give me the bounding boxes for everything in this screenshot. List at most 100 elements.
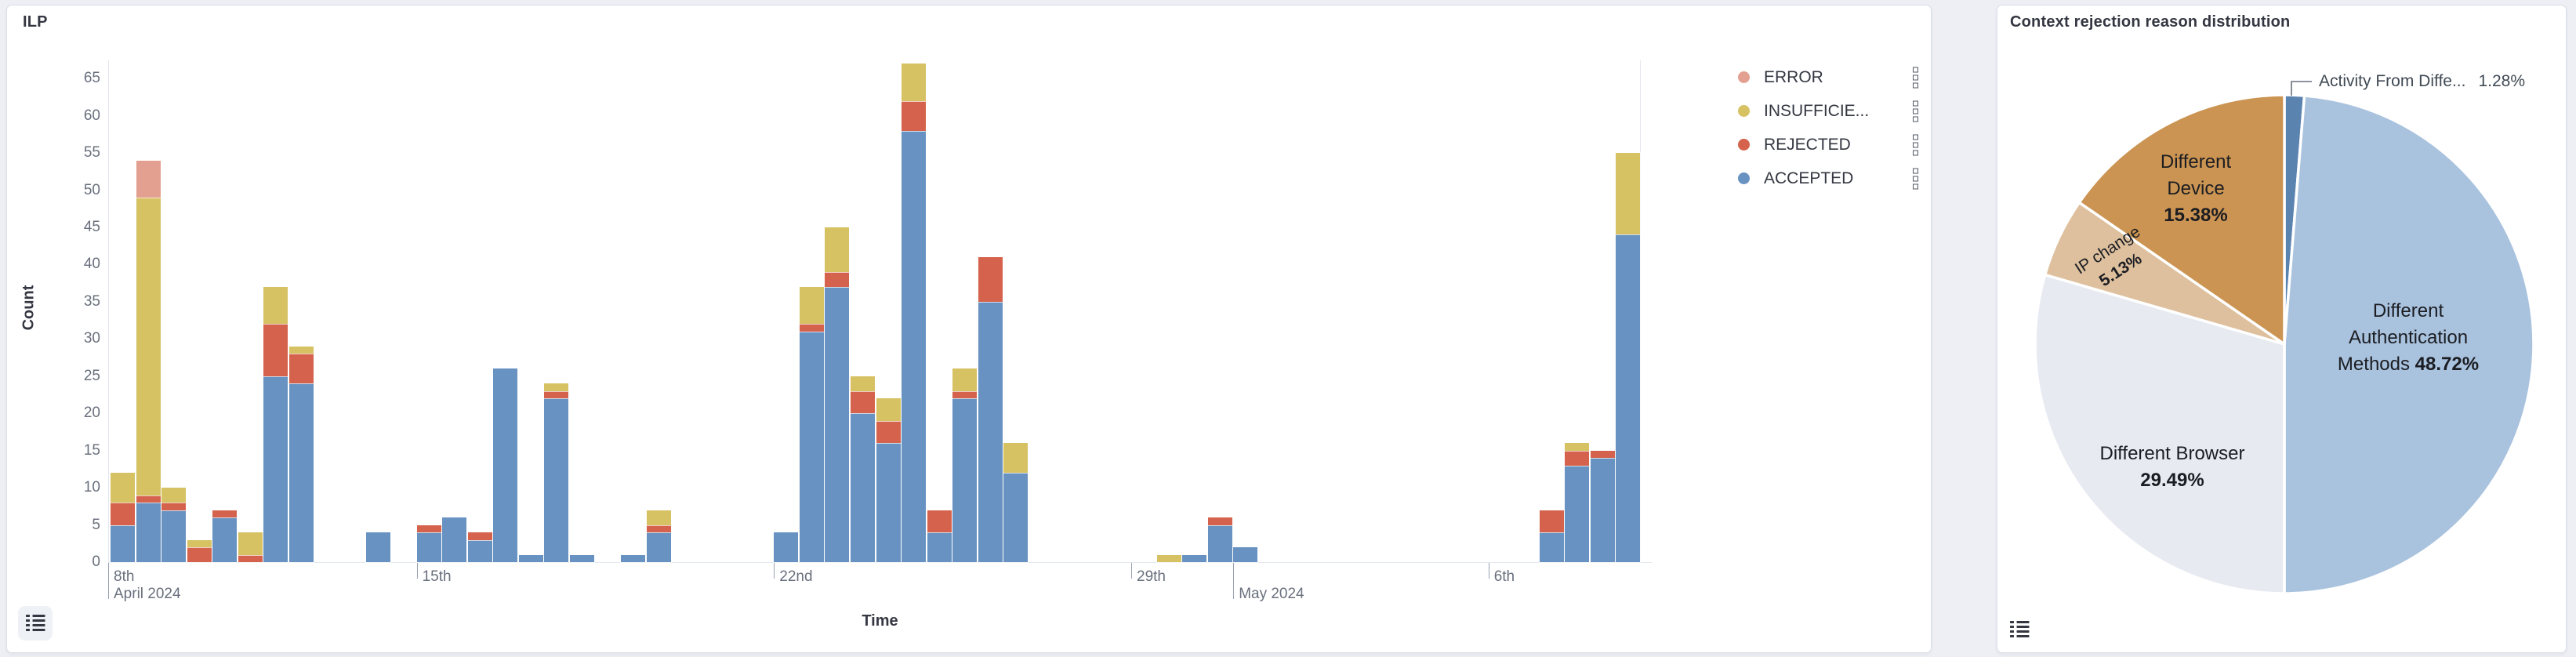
- legend-item-actions-button[interactable]: [1911, 132, 1920, 157]
- pie-slice-different-authentication-methods[interactable]: [2283, 94, 2535, 595]
- bar-segment-rejected[interactable]: [978, 256, 1003, 302]
- bar-segment-rejected[interactable]: [952, 390, 978, 399]
- legend-toggle-button[interactable]: [18, 606, 53, 641]
- bar-segment-insufficient[interactable]: [1003, 443, 1029, 474]
- bar-segment-rejected[interactable]: [1565, 450, 1590, 466]
- bar-segment-rejected[interactable]: [927, 510, 952, 533]
- bar-segment-rejected[interactable]: [544, 390, 569, 399]
- bar-segment-accepted[interactable]: [1182, 554, 1207, 562]
- bar-segment-insufficient[interactable]: [1156, 554, 1181, 562]
- pie-slice-different-browser[interactable]: [2034, 273, 2286, 595]
- x-tick-mark: [1233, 563, 1235, 599]
- bar-segment-accepted[interactable]: [927, 532, 952, 562]
- legend-item-insufficient[interactable]: INSUFFICIE...: [1732, 94, 1929, 128]
- legend-item-actions-button[interactable]: [1911, 166, 1920, 191]
- legend-item-actions-button[interactable]: [1911, 99, 1920, 123]
- bar-segment-accepted[interactable]: [1539, 532, 1564, 562]
- callout-slice-name: Activity From Diffe...: [2319, 72, 2466, 90]
- y-tick-label: 60: [83, 107, 100, 124]
- bar-segment-error[interactable]: [136, 160, 161, 198]
- y-tick-label: 55: [83, 144, 100, 162]
- bar-segment-rejected[interactable]: [288, 354, 314, 384]
- bar-segment-accepted[interactable]: [1207, 525, 1232, 562]
- bar-segment-accepted[interactable]: [825, 286, 850, 562]
- bar-segment-insufficient[interactable]: [825, 227, 850, 272]
- bar-segment-rejected[interactable]: [161, 503, 187, 510]
- bar-segment-accepted[interactable]: [544, 398, 569, 562]
- list-icon: [2009, 619, 2030, 641]
- bar-segment-accepted[interactable]: [136, 503, 161, 562]
- bar-segment-accepted[interactable]: [569, 554, 594, 562]
- bar-segment-accepted[interactable]: [111, 525, 135, 562]
- x-axis-title: Time: [862, 612, 898, 630]
- bar-segment-accepted[interactable]: [646, 532, 671, 562]
- pie-slice-different-device[interactable]: [2077, 93, 2286, 346]
- bar-segment-rejected[interactable]: [799, 324, 824, 332]
- bar-segment-insufficient[interactable]: [544, 383, 569, 391]
- bar-segment-insufficient[interactable]: [111, 473, 135, 503]
- bar-segment-rejected[interactable]: [136, 495, 161, 503]
- bar-segment-rejected[interactable]: [187, 547, 212, 562]
- bar-segment-rejected[interactable]: [263, 324, 288, 376]
- legend-item-error[interactable]: ERROR: [1732, 60, 1929, 94]
- bar-segment-insufficient[interactable]: [238, 532, 263, 555]
- bar-segment-rejected[interactable]: [238, 554, 263, 562]
- bar-segment-insufficient[interactable]: [161, 488, 187, 503]
- bar-segment-accepted[interactable]: [1590, 458, 1615, 562]
- bar-segment-accepted[interactable]: [416, 532, 441, 562]
- bar-segment-accepted[interactable]: [493, 368, 518, 562]
- bar-segment-accepted[interactable]: [774, 532, 799, 562]
- bar-segment-accepted[interactable]: [1233, 547, 1258, 562]
- bar-segment-rejected[interactable]: [876, 420, 901, 444]
- bar-segment-insufficient[interactable]: [646, 510, 671, 525]
- bar-segment-accepted[interactable]: [952, 398, 978, 562]
- bar-segment-insufficient[interactable]: [263, 286, 288, 325]
- bar-segment-accepted[interactable]: [263, 376, 288, 563]
- bar-segment-insufficient[interactable]: [952, 368, 978, 391]
- pie-chart: [2034, 81, 2535, 595]
- bar-segment-insufficient[interactable]: [902, 64, 926, 101]
- bar-segment-insufficient[interactable]: [850, 376, 875, 391]
- bar-segment-rejected[interactable]: [646, 525, 671, 532]
- bar-segment-rejected[interactable]: [850, 390, 875, 414]
- bar-segment-accepted[interactable]: [978, 301, 1003, 562]
- legend-item-rejected[interactable]: REJECTED: [1732, 128, 1929, 162]
- bar-segment-accepted[interactable]: [1565, 465, 1590, 562]
- y-tick-label: 5: [92, 516, 100, 533]
- bar-segment-insufficient[interactable]: [187, 539, 212, 547]
- bar-segment-insufficient[interactable]: [799, 286, 824, 325]
- dots-icon: [1913, 176, 1918, 181]
- legend-toggle-button[interactable]: [2004, 614, 2035, 645]
- bar-segment-rejected[interactable]: [902, 100, 926, 131]
- bar-segment-accepted[interactable]: [518, 554, 543, 562]
- bar-segment-accepted[interactable]: [876, 443, 901, 562]
- legend-item-actions-button[interactable]: [1911, 65, 1920, 89]
- bar-segment-insufficient[interactable]: [1565, 443, 1590, 451]
- bar-segment-rejected[interactable]: [416, 525, 441, 532]
- bar-segment-accepted[interactable]: [621, 554, 645, 562]
- bar-segment-insufficient[interactable]: [876, 398, 901, 421]
- bar-segment-rejected[interactable]: [1590, 450, 1615, 459]
- bar-segment-accepted[interactable]: [161, 510, 187, 562]
- bar-segment-accepted[interactable]: [442, 517, 467, 562]
- bar-segment-rejected[interactable]: [467, 532, 492, 540]
- bar-segment-rejected[interactable]: [212, 510, 238, 518]
- bar-segment-accepted[interactable]: [467, 539, 492, 562]
- bar-segment-accepted[interactable]: [799, 331, 824, 562]
- bar-segment-accepted[interactable]: [288, 383, 314, 562]
- bar-segment-insufficient[interactable]: [288, 346, 314, 354]
- bar-segment-accepted[interactable]: [850, 413, 875, 562]
- bar-segment-rejected[interactable]: [111, 503, 135, 525]
- dots-icon: [1913, 74, 1918, 80]
- legend-item-accepted[interactable]: ACCEPTED: [1732, 162, 1929, 195]
- bar-segment-rejected[interactable]: [1207, 517, 1232, 525]
- bar-segment-insufficient[interactable]: [136, 198, 161, 495]
- bar-segment-insufficient[interactable]: [1616, 153, 1641, 235]
- bar-segment-rejected[interactable]: [1539, 510, 1564, 533]
- bar-segment-accepted[interactable]: [902, 130, 926, 562]
- bar-segment-accepted[interactable]: [365, 532, 390, 562]
- bar-segment-accepted[interactable]: [1003, 473, 1029, 562]
- bar-segment-accepted[interactable]: [1616, 234, 1641, 562]
- bar-segment-accepted[interactable]: [212, 517, 238, 562]
- bar-segment-rejected[interactable]: [825, 271, 850, 287]
